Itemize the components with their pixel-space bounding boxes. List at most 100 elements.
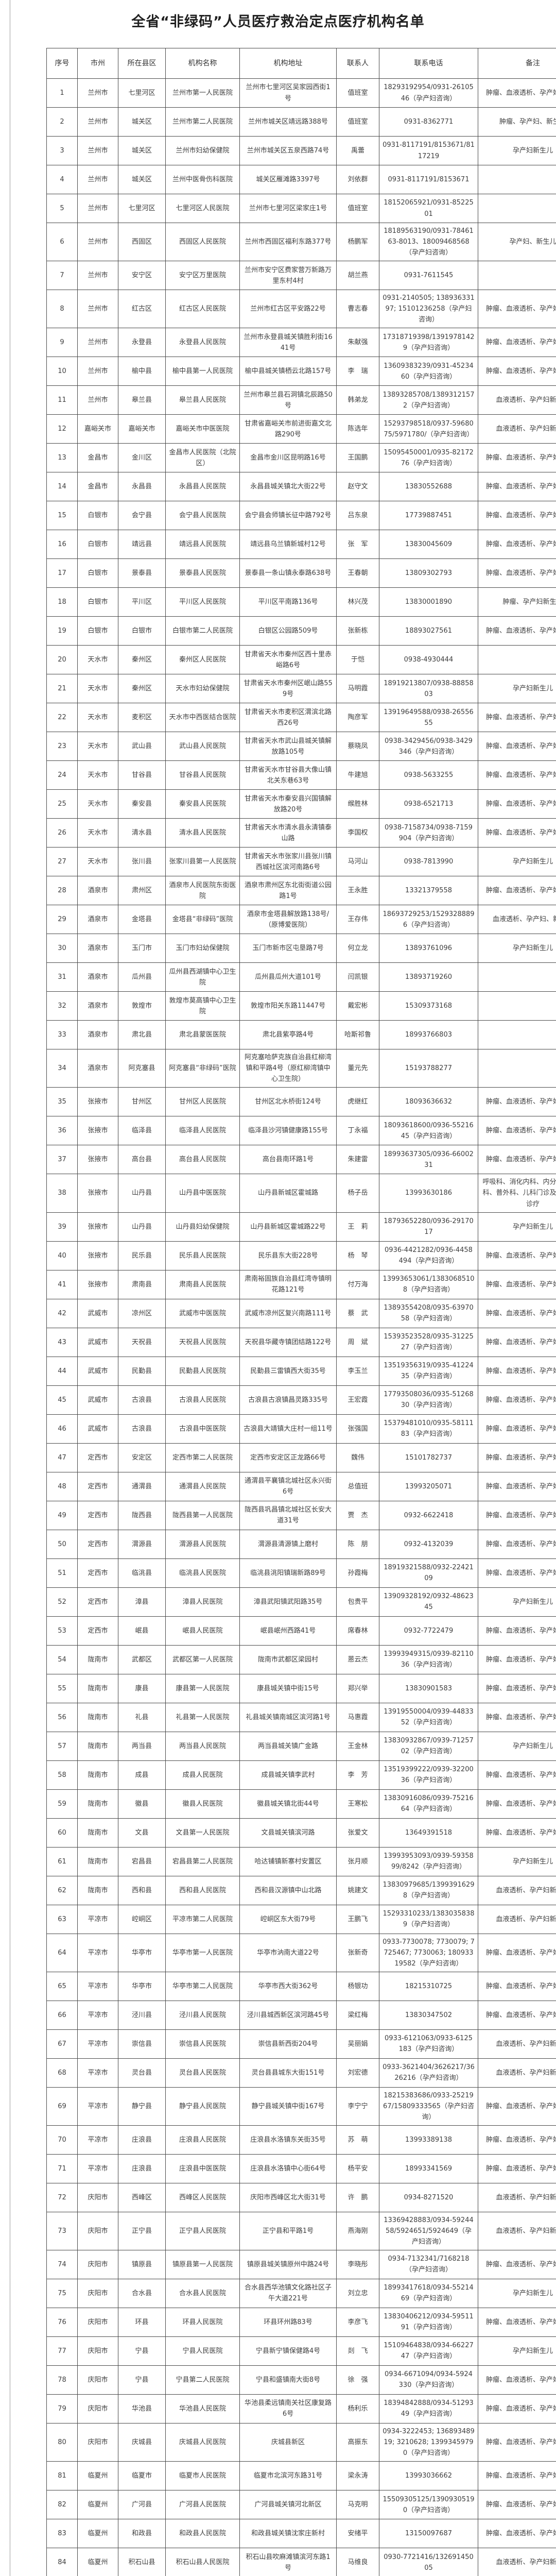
cell-contact-person: 林兴茂	[336, 587, 379, 617]
cell-county: 庄浪县	[118, 2154, 166, 2183]
cell-index: 60	[46, 1818, 78, 1848]
cell-county: 会宁县	[118, 501, 166, 531]
cell-remark: 肿瘤、血液透析、孕产妇新生儿	[478, 1760, 556, 1790]
cell-contact-person: 燕海刚	[336, 2211, 379, 2250]
cell-city: 天水市	[77, 760, 118, 790]
cell-index: 34	[46, 1049, 78, 1088]
cell-institution-address: 临夏市北滨河东路31号	[239, 2461, 337, 2491]
cell-contact-phone: 15293798518/0937-5968075/5971780/（孕产妇咨询）	[379, 414, 478, 444]
page-title: 全省“非绿码”人员医疗救治定点医疗机构名单	[131, 14, 425, 30]
table-row: 67 平凉市 崇信县 崇信县人民医院 崇信县新西街204号 吴丽娟 0933-6121063…	[46, 2029, 556, 2059]
cell-city: 天水市	[77, 732, 118, 761]
cell-remark: 孕产妇新生儿	[478, 674, 556, 704]
cell-institution-address: 甘肃省天水市武山县城关镇解放路105号	[239, 732, 337, 761]
cell-contact-phone: 13893554208/0935-6397058（孕产妇咨询）	[379, 1298, 478, 1328]
cell-contact-person: 陈 朋	[336, 1529, 379, 1559]
cell-index: 56	[46, 1702, 78, 1732]
cell-contact-person: 张新栋	[336, 616, 379, 646]
cell-index: 50	[46, 1529, 78, 1559]
cell-contact-person: 孙霞梅	[336, 1558, 379, 1588]
cell-institution-address: 兰州市皋兰县石洞镇北辰路50号	[239, 385, 337, 415]
cell-index: 21	[46, 674, 78, 704]
cell-institution-address: 兰州市西固区福利东路377号	[239, 222, 337, 262]
cell-institution-name: 金昌市人民医院（北院区）	[165, 443, 240, 473]
cell-contact-phone: 13830552688	[379, 472, 478, 502]
cell-contact-phone: 0932-6622418	[379, 1500, 478, 1530]
cell-institution-name: 高台县人民医院	[165, 1145, 240, 1175]
cell-contact-phone: 17318719398/13919781429（孕产妇咨询）	[379, 328, 478, 358]
cell-institution-address: 甘肃省天水市秦州区西十里赤峪路6号	[239, 645, 337, 675]
cell-institution-name: 华亭市第一人民医院	[165, 1933, 240, 1972]
cell-remark: 肿瘤、血液透析、孕产妇新生儿	[478, 2087, 556, 2126]
cell-institution-address: 肃北县紫亭路4号	[239, 1020, 337, 1050]
cell-remark: 肿瘤、血液透析、孕产妇新生儿	[478, 2519, 556, 2549]
cell-contact-person: 魏伟	[336, 1443, 379, 1472]
cell-remark: 肿瘤、血液透析、孕产妇新生儿	[478, 558, 556, 588]
cell-index: 22	[46, 703, 78, 733]
cell-institution-address: 景泰县一条山镇永泰路638号	[239, 558, 337, 588]
cell-county: 西峰区	[118, 2182, 166, 2212]
cell-contact-person: 值班室	[336, 78, 379, 108]
cell-city: 陇南市	[77, 1846, 118, 1876]
cell-contact-person: 蔡 武	[336, 1298, 379, 1328]
cell-city: 酒泉市	[77, 962, 118, 992]
cell-city: 兰州市	[77, 385, 118, 415]
cell-remark: 血液透析、孕产妇新生儿	[478, 2211, 556, 2250]
column-header-2: 所在县区	[118, 48, 166, 79]
cell-city: 白银市	[77, 558, 118, 588]
cell-institution-name: 民勤县人民医院	[165, 1356, 240, 1386]
table-row: 79 庆阳市 华池县 华池县人民医院 华池县柔远镇南关社区康复路6号 杨利乐 1839484…	[46, 2394, 556, 2424]
column-header-0: 序号	[46, 48, 78, 79]
table-row: 82 临夏州 广河县 广河县人民医院 广河县城关镇河北新区 马克明 15509305125/…	[46, 2490, 556, 2520]
cell-index: 72	[46, 2182, 78, 2212]
cell-institution-address: 兰州市红古区平安路22号	[239, 290, 337, 329]
cell-index: 29	[46, 905, 78, 935]
cell-city: 武威市	[77, 1385, 118, 1415]
cell-contact-phone: 0934-8271520	[379, 2182, 478, 2212]
cell-institution-address: 兰州市城关区五泉西路74号	[239, 136, 337, 165]
cell-contact-phone: 15193788277	[379, 1049, 478, 1088]
cell-contact-person: 张爱文	[336, 1818, 379, 1848]
cell-county: 七里河区	[118, 78, 166, 108]
cell-city: 定西市	[77, 1529, 118, 1559]
cell-county: 嘉峪关市	[118, 414, 166, 444]
cell-contact-phone: 13369428883/0934-5924458/5924651/5924649…	[379, 2211, 478, 2250]
cell-index: 18	[46, 587, 78, 617]
cell-county: 徽县	[118, 1789, 166, 1819]
cell-institution-address: 靖远县乌兰镇新城村12号	[239, 530, 337, 560]
cell-contact-person: 李 瑞	[336, 357, 379, 386]
cell-contact-phone: 18919213807/0938-8885803	[379, 674, 478, 704]
cell-contact-phone: 13993036662	[379, 2461, 478, 2491]
cell-index: 38	[46, 1174, 78, 1213]
cell-contact-person: 姚建文	[336, 1875, 379, 1905]
cell-remark: 肿瘤、血液透析、孕产妇新生儿	[478, 2249, 556, 2279]
cell-contact-phone: 13830979685/13993916298（孕产妇咨询）	[379, 1875, 478, 1905]
cell-index: 39	[46, 1212, 78, 1242]
cell-index: 77	[46, 2336, 78, 2366]
cell-institution-name: 和政县人民医院	[165, 2519, 240, 2549]
cell-city: 天水市	[77, 818, 118, 848]
cell-remark: 肿瘤、血液透析、孕产妇新生儿	[478, 290, 556, 329]
cell-county: 临泽县	[118, 1116, 166, 1146]
cell-institution-address: 陇南市武都区梁园村	[239, 1645, 337, 1674]
cell-county: 灵台县	[118, 2058, 166, 2088]
cell-index: 76	[46, 2307, 78, 2337]
cell-remark: 肿瘤、孕产妇、新生儿	[478, 107, 556, 137]
cell-contact-person: 杨鹏军	[336, 222, 379, 262]
cell-contact-person: 马惠霞	[336, 1702, 379, 1732]
cell-contact-phone: 0934-3222453; 13689348919; 3210628; 1399…	[379, 2422, 478, 2462]
table-row: 9 兰州市 永登县 永登县人民医院 兰州市永登县城关镇胜利街1641号 朱献强 173187…	[46, 328, 556, 358]
cell-contact-person: 蒽云杰	[336, 1645, 379, 1674]
cell-institution-name: 两当县人民医院	[165, 1731, 240, 1761]
cell-institution-address: 古浪县大靖镇大庄村一组11号	[239, 1414, 337, 1444]
cell-county: 金塔县	[118, 905, 166, 935]
cell-city: 庆阳市	[77, 2278, 118, 2308]
cell-institution-address: 庆城县新区	[239, 2422, 337, 2462]
cell-city: 兰州市	[77, 107, 118, 137]
column-header-5: 联系人	[336, 48, 379, 79]
cell-county: 甘州区	[118, 1087, 166, 1117]
cell-contact-phone: 13609383239/0931-4523460（孕产妇咨询）	[379, 357, 478, 386]
cell-contact-phone: 13993653061/13830685108（孕产妇咨询）	[379, 1269, 478, 1299]
cell-contact-person: 蔡晓凤	[336, 732, 379, 761]
cell-county: 华池县	[118, 2394, 166, 2424]
